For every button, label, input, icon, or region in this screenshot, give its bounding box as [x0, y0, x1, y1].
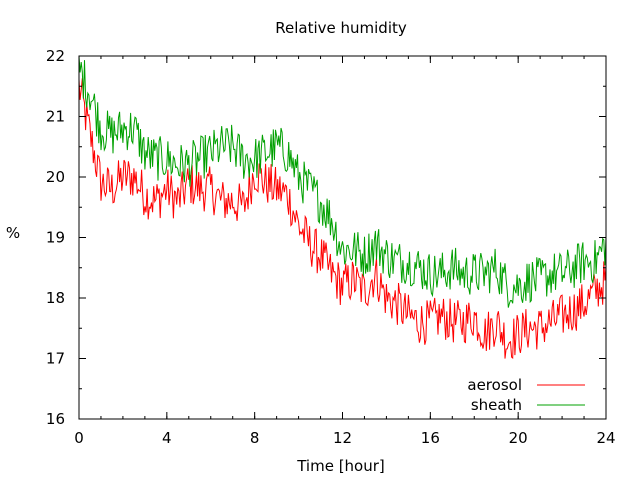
series-line-aerosol: [78, 78, 607, 360]
y-tick-label: 17: [46, 350, 65, 368]
x-tick-label: 20: [509, 429, 528, 447]
x-tick-label: 4: [162, 429, 172, 447]
x-tick-label: 8: [250, 429, 260, 447]
chart-title: Relative humidity: [275, 19, 407, 37]
y-tick-label: 18: [46, 289, 65, 307]
plot-frame: [78, 55, 607, 420]
y-axis-label: %: [6, 224, 20, 242]
x-tick-label: 12: [333, 429, 352, 447]
y-tick-label: 16: [46, 410, 65, 428]
x-tick-label: 16: [421, 429, 440, 447]
y-tick-label: 19: [46, 229, 65, 247]
axes-layer: 16 17 18 19 20 21 22 0 4 8 12 16 20 24: [46, 47, 616, 447]
y-tick-label: 20: [46, 168, 65, 186]
series-line-sheath: [78, 55, 607, 308]
y-tick-label: 21: [46, 108, 65, 126]
legend: aerosol sheath: [467, 376, 585, 414]
x-tick-label: 0: [74, 429, 84, 447]
x-tick-label: 24: [596, 429, 615, 447]
legend-label-aerosol: aerosol: [467, 376, 522, 394]
series-layer: [78, 55, 607, 360]
y-tick-label: 22: [46, 47, 65, 65]
x-axis-label: Time [hour]: [296, 457, 385, 475]
legend-label-sheath: sheath: [471, 396, 522, 414]
